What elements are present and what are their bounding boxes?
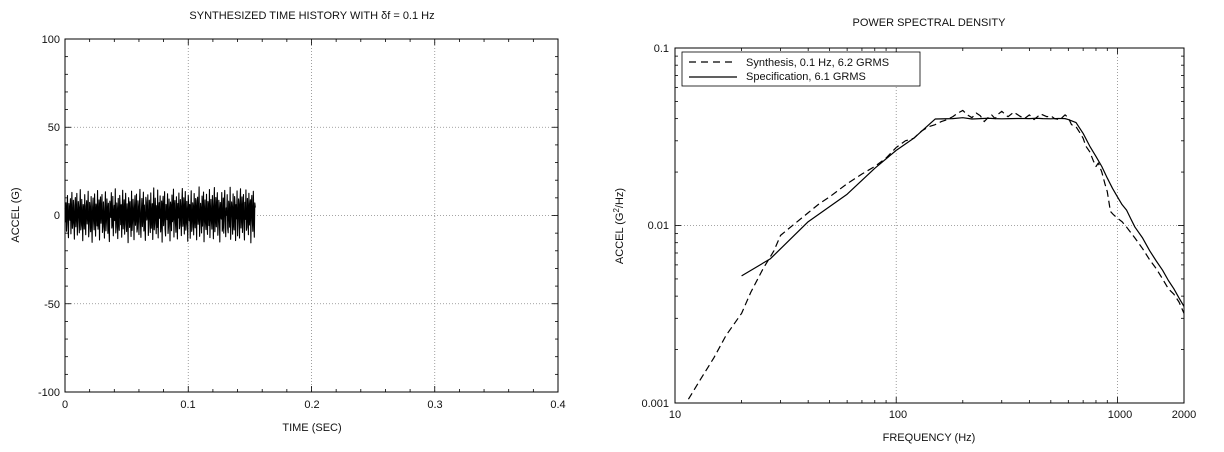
time-history-y-axis-label: ACCEL (G) [10, 187, 22, 242]
x-tick-label: 1000 [1108, 409, 1132, 421]
x-tick-label: 0.4 [550, 399, 565, 411]
legend-label-specification: Specification, 6.1 GRMS [746, 71, 866, 83]
legend-box [681, 51, 921, 87]
x-tick-label: 0.2 [304, 399, 319, 411]
y-tick-label: 100 [42, 34, 60, 46]
psd-specification-line [741, 117, 1185, 307]
psd-y-axis-label: ACCEL (G2/Hz) [612, 188, 626, 264]
psd-grid [675, 48, 1184, 403]
psd-series [687, 109, 1185, 400]
time-history-series [64, 186, 256, 244]
psd-chart: POWER SPECTRAL DENSITY Synthesis, 0.1 Hz… [612, 17, 1196, 444]
x-tick-label: 10 [669, 409, 681, 421]
y-tick-label: 0.01 [648, 220, 669, 232]
time-history-grid [65, 39, 558, 392]
psd-tick-marks [674, 47, 1185, 404]
x-tick-label: 0.1 [180, 399, 195, 411]
x-tick-label: 100 [889, 409, 907, 421]
x-tick-label: 0.3 [427, 399, 442, 411]
y-tick-label: 0 [54, 210, 60, 222]
time-history-title: SYNTHESIZED TIME HISTORY WITH δf = 0.1 H… [189, 10, 434, 22]
y-tick-label: 0.001 [641, 398, 669, 410]
y-tick-label: 0.1 [654, 43, 669, 55]
time-history-tick-marks [64, 38, 559, 393]
time-history-x-axis-label: TIME (SEC) [282, 422, 341, 434]
psd-y-axis-label-part: ACCEL (G [614, 213, 626, 265]
time-history-chart: SYNTHESIZED TIME HISTORY WITH δf = 0.1 H… [10, 10, 566, 434]
psd-x-axis-label: FREQUENCY (Hz) [883, 432, 976, 444]
y-tick-label: -50 [44, 299, 60, 311]
x-tick-label: 2000 [1172, 409, 1196, 421]
y-tick-label: 50 [48, 122, 60, 134]
psd-title: POWER SPECTRAL DENSITY [852, 17, 1006, 29]
psd-y-axis-label-superscript: 2 [612, 208, 621, 213]
legend-label-synthesis: Synthesis, 0.1 Hz, 6.2 GRMS [746, 57, 889, 69]
psd-synthesis-line [687, 109, 1185, 400]
psd-y-axis-label-part: /Hz) [614, 188, 626, 208]
psd-legend: Synthesis, 0.1 Hz, 6.2 GRMS Specificatio… [681, 51, 921, 87]
y-tick-label: -100 [38, 387, 60, 399]
x-tick-label: 0 [62, 399, 68, 411]
time-history-trace [64, 186, 256, 244]
